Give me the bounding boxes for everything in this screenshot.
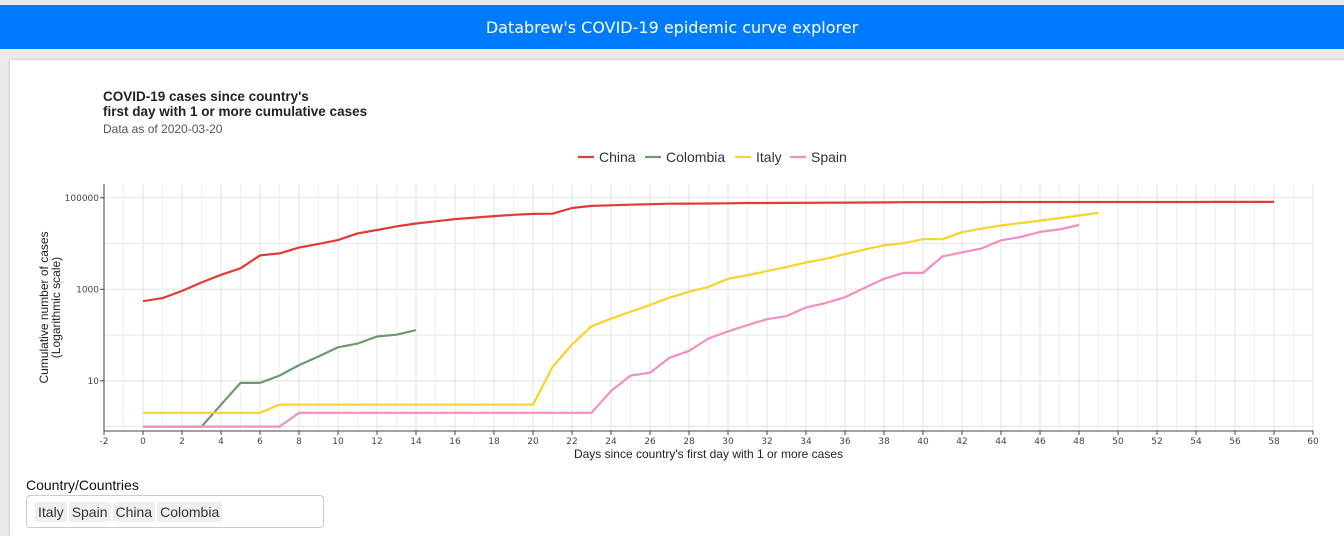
x-tick-label: 28 — [683, 437, 695, 447]
app-header: Databrew's COVID-19 epidemic curve explo… — [0, 5, 1344, 49]
series-line-italy — [143, 211, 1099, 414]
x-tick-label: 10 — [332, 437, 344, 447]
legend-label-china: China — [599, 149, 636, 165]
selected-country-chip[interactable]: Spain — [68, 501, 111, 522]
x-tick-label: 0 — [140, 437, 146, 447]
x-tick-label: 30 — [722, 437, 734, 447]
legend-label-colombia: Colombia — [666, 149, 725, 165]
x-tick-label: 42 — [956, 437, 967, 447]
x-tick-label: 14 — [410, 437, 422, 447]
x-tick-label: 4 — [218, 437, 224, 447]
country-selector-label: Country/Countries — [26, 477, 139, 493]
app-title: Databrew's COVID-19 epidemic curve explo… — [485, 17, 859, 37]
legend-label-spain: Spain — [811, 149, 847, 165]
x-tick-label: 44 — [995, 437, 1007, 447]
y-axis-label-line: Cumulative number of cases — [37, 231, 51, 383]
x-tick-label: -2 — [100, 437, 109, 447]
x-tick-label: 2 — [179, 437, 185, 447]
x-tick-label: 12 — [371, 437, 382, 447]
x-tick-label: 18 — [488, 437, 500, 447]
x-tick-label: 48 — [1073, 437, 1085, 447]
x-tick-label: 22 — [566, 437, 577, 447]
x-tick-label: 58 — [1268, 437, 1280, 447]
x-tick-label: 20 — [527, 437, 539, 447]
x-tick-label: 54 — [1190, 437, 1202, 447]
chart-panel — [10, 60, 1344, 536]
top-strip — [0, 0, 1344, 5]
selected-country-chip[interactable]: China — [112, 501, 156, 522]
x-tick-label: 60 — [1307, 437, 1319, 447]
y-axis-label-line: (Logarithmic scale) — [49, 257, 63, 358]
y-tick-label: 10 — [88, 377, 100, 387]
x-tick-label: 46 — [1034, 437, 1046, 447]
x-tick-label: 6 — [257, 437, 263, 447]
x-tick-label: 24 — [605, 437, 617, 447]
legend-label-italy: Italy — [756, 149, 782, 165]
selected-country-chip[interactable]: Colombia — [157, 501, 223, 522]
chart-title-line: first day with 1 or more cumulative case… — [103, 104, 367, 119]
x-tick-label: 52 — [1151, 437, 1162, 447]
x-tick-label: 16 — [449, 437, 461, 447]
selected-country-chip[interactable]: Italy — [35, 501, 67, 522]
x-tick-label: 40 — [917, 437, 929, 447]
series-line-china — [142, 200, 1274, 303]
chart-title-line: COVID-19 cases since country's — [103, 89, 309, 104]
x-tick-label: 32 — [761, 437, 772, 447]
x-tick-label: 34 — [800, 437, 812, 447]
x-tick-label: 38 — [878, 437, 890, 447]
chart-subtitle: Data as of 2020-03-20 — [103, 122, 223, 136]
x-tick-label: 50 — [1112, 437, 1124, 447]
country-selector[interactable]: Italy Spain China Colombia — [26, 495, 324, 528]
x-tick-label: 56 — [1229, 437, 1241, 447]
y-tick-label: 100000 — [65, 194, 100, 204]
series-line-spain — [143, 223, 1080, 428]
x-tick-label: 8 — [296, 437, 302, 447]
x-axis-label: Days since country's first day with 1 or… — [574, 447, 843, 461]
y-tick-label: 1000 — [76, 285, 99, 295]
x-tick-label: 26 — [644, 437, 656, 447]
x-tick-label: 36 — [839, 437, 851, 447]
